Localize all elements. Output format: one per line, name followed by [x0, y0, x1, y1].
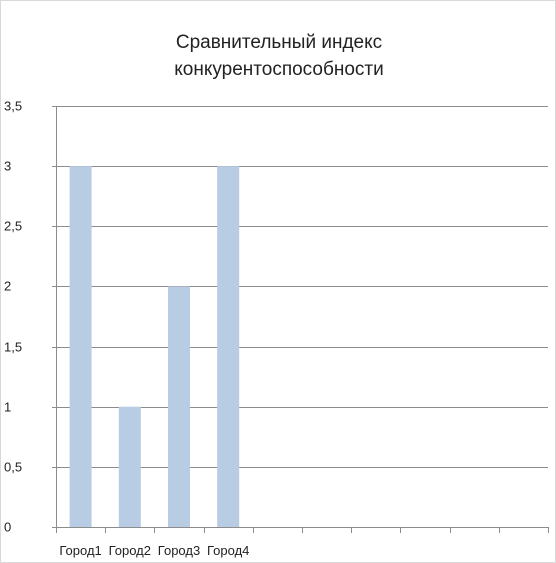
x-tick-label: Город1: [59, 543, 101, 558]
x-tick-label: Город3: [158, 543, 200, 558]
bar: [217, 166, 240, 527]
x-tick-label: Город4: [207, 543, 249, 558]
bar: [168, 286, 190, 527]
chart-title: Сравнительный индекс конкурентоспособнос…: [1, 29, 556, 83]
x-tick-label: Город2: [109, 543, 151, 558]
chart-title-line-2: конкурентоспособности: [174, 59, 384, 80]
y-tick-label: 1,5: [4, 340, 22, 355]
y-tick-label: 1: [4, 400, 11, 415]
y-tick-label: 0: [4, 520, 11, 535]
bar: [69, 166, 92, 527]
y-tick-label: 3,5: [4, 99, 22, 114]
y-tick-label: 2: [4, 279, 11, 294]
y-tick-label: 0,5: [4, 460, 22, 475]
chart-title-line-1: Сравнительный индекс: [175, 32, 383, 53]
y-tick-label: 3: [4, 159, 11, 174]
y-tick-label: 2,5: [4, 219, 22, 234]
bar: [118, 406, 141, 527]
